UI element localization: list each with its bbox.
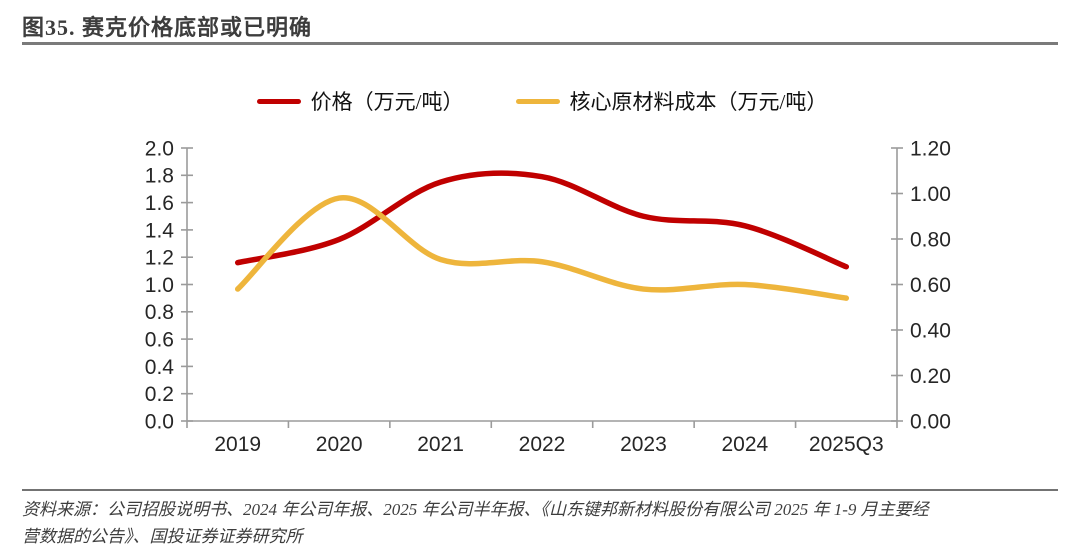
left-axis-tick-label: 0.0 xyxy=(145,410,174,433)
left-axis-tick-label: 1.8 xyxy=(145,165,174,188)
left-axis-tick-label: 1.6 xyxy=(145,192,174,215)
x-axis-category-label: 2022 xyxy=(519,433,566,456)
x-axis-category-label: 2023 xyxy=(620,433,667,456)
x-axis-category-label: 2019 xyxy=(214,433,261,456)
price-curve xyxy=(234,170,850,270)
left-axis-tick-label: 0.8 xyxy=(145,301,174,324)
price-line-swatch xyxy=(256,98,301,104)
left-axis-tick-label: 0.4 xyxy=(145,356,175,379)
right-axis-tick-label: 0.60 xyxy=(910,274,951,297)
left-axis-tick-label: 0.2 xyxy=(145,383,174,406)
legend-item-cost: 核心原材料成本（万元/吨） xyxy=(515,86,828,116)
right-axis-tick-label: 1.00 xyxy=(910,183,951,206)
legend-label-cost: 核心原材料成本（万元/吨） xyxy=(569,90,828,114)
x-axis-category-label: 2021 xyxy=(417,433,464,456)
cost-curve xyxy=(234,195,850,301)
source-note-line-1: 资料来源：公司招股说明书、2024 年公司年报、2025 年公司半年报、《山东键… xyxy=(22,500,929,519)
right-axis-tick-label: 0.80 xyxy=(910,228,951,251)
right-axis-tick-label: 0.40 xyxy=(910,319,951,342)
x-axis-category-label: 2024 xyxy=(721,433,768,456)
figure-title: 图35. 赛克价格底部或已明确 xyxy=(22,15,313,40)
legend-item-price: 价格（万元/吨） xyxy=(256,86,464,116)
right-axis-tick-label: 0.00 xyxy=(910,410,951,433)
right-axis-tick-label: 1.20 xyxy=(910,137,951,160)
cost-line-swatch xyxy=(515,98,560,104)
chart-legend: 价格（万元/吨） 核心原材料成本（万元/吨） xyxy=(187,86,897,116)
left-axis-tick-label: 1.2 xyxy=(145,247,174,270)
legend-label-price: 价格（万元/吨） xyxy=(310,90,464,114)
left-axis-tick-label: 1.0 xyxy=(145,274,174,297)
source-note: 资料来源：公司招股说明书、2024 年公司年报、2025 年公司半年报、《山东键… xyxy=(22,496,1062,550)
left-axis-tick-label: 0.6 xyxy=(145,328,174,351)
footer-separator xyxy=(22,489,1058,491)
right-axis-tick-label: 0.20 xyxy=(910,365,951,388)
title-underline xyxy=(22,42,1058,45)
source-note-line-2: 营数据的公告》、国投证券证券研究所 xyxy=(22,527,303,546)
x-axis-category-label: 2020 xyxy=(316,433,363,456)
left-axis-tick-label: 2.0 xyxy=(145,137,174,160)
left-axis-tick-label: 1.4 xyxy=(145,219,175,242)
x-axis-category-label: 2025Q3 xyxy=(809,433,884,456)
